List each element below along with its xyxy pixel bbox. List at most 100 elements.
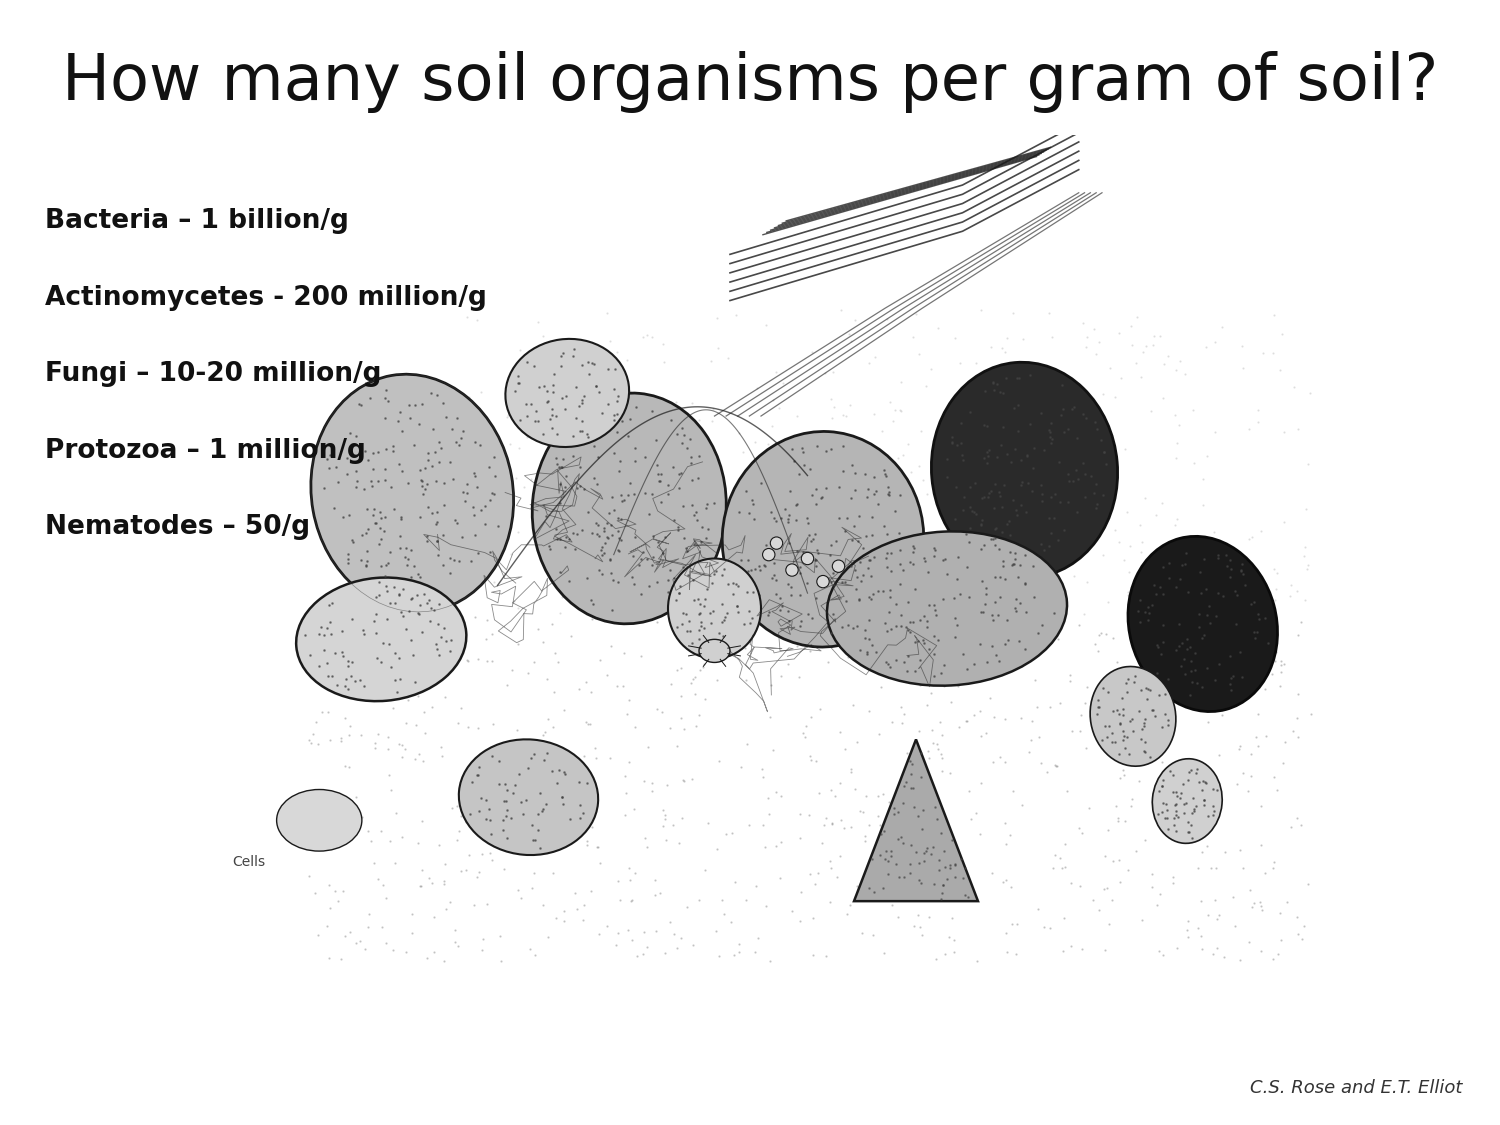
Point	[1180, 402, 1204, 420]
Point	[369, 822, 393, 840]
Point	[1203, 891, 1227, 909]
Point	[694, 500, 718, 518]
Point	[1138, 748, 1162, 766]
Point	[663, 620, 687, 638]
Point	[1186, 858, 1210, 876]
Point	[963, 354, 987, 372]
Point	[898, 752, 922, 770]
Point	[536, 669, 560, 687]
Point	[476, 652, 500, 670]
Point	[417, 591, 441, 609]
Point	[996, 631, 1020, 649]
Point	[316, 459, 340, 477]
Point	[514, 395, 538, 413]
Point	[1214, 546, 1237, 564]
Point	[855, 559, 879, 577]
Point	[470, 845, 494, 863]
Point	[1294, 560, 1318, 578]
Point	[1196, 837, 1219, 855]
Point	[768, 601, 792, 619]
Point	[1242, 623, 1266, 641]
Point	[423, 601, 447, 619]
Point	[777, 506, 801, 524]
Point	[926, 588, 950, 606]
Point	[1116, 564, 1140, 582]
Point	[669, 709, 693, 727]
Point	[1071, 605, 1095, 623]
Ellipse shape	[699, 639, 730, 663]
Point	[1263, 580, 1287, 598]
Point	[1208, 554, 1231, 572]
Point	[856, 630, 880, 648]
Point	[438, 893, 462, 911]
Point	[1126, 602, 1150, 620]
Point	[556, 530, 580, 548]
Point	[830, 573, 854, 591]
Point	[387, 649, 411, 667]
Point	[1208, 656, 1231, 674]
Point	[405, 586, 429, 604]
Point	[588, 560, 612, 578]
Point	[988, 747, 1012, 765]
Point	[448, 807, 472, 825]
Point	[1124, 353, 1148, 371]
Point	[894, 773, 918, 791]
Point	[776, 560, 800, 578]
Point	[606, 462, 630, 480]
Point	[856, 606, 880, 624]
Point	[561, 508, 585, 526]
Point	[996, 603, 1020, 621]
Point	[783, 507, 807, 525]
Point	[526, 412, 550, 430]
Point	[694, 495, 718, 513]
Point	[567, 681, 591, 699]
Point	[318, 446, 342, 463]
Point	[748, 477, 772, 495]
Point	[408, 568, 432, 586]
Point	[390, 462, 414, 480]
Point	[924, 669, 948, 687]
Point	[495, 829, 519, 847]
Point	[540, 615, 564, 633]
Point	[1020, 482, 1044, 500]
Point	[322, 645, 346, 663]
Text: Actinomycetes - 200 million/g: Actinomycetes - 200 million/g	[45, 285, 488, 310]
Point	[495, 408, 519, 426]
Point	[942, 943, 966, 961]
Point	[994, 871, 1018, 889]
Point	[700, 412, 724, 430]
Point	[920, 721, 944, 739]
Point	[839, 489, 862, 507]
Point	[374, 934, 398, 952]
Point	[1250, 901, 1274, 919]
Point	[1248, 836, 1272, 854]
Point	[687, 604, 711, 622]
Point	[333, 757, 357, 775]
Point	[1068, 878, 1092, 896]
Point	[657, 583, 681, 601]
Point	[801, 946, 825, 964]
Point	[1194, 659, 1218, 677]
Point	[1130, 543, 1154, 561]
Point	[910, 926, 934, 944]
Point	[879, 847, 903, 865]
Point	[993, 570, 1017, 588]
Point	[974, 585, 998, 603]
Point	[303, 884, 327, 902]
Point	[1246, 737, 1270, 755]
Point	[388, 507, 412, 525]
Point	[424, 503, 448, 521]
Point	[1221, 644, 1245, 662]
Point	[351, 630, 375, 648]
Point	[362, 460, 386, 478]
Point	[576, 766, 600, 784]
Point	[1158, 763, 1182, 781]
Point	[1184, 764, 1208, 782]
Point	[982, 568, 1006, 586]
Point	[756, 435, 780, 453]
Point	[760, 392, 784, 410]
Point	[990, 523, 1014, 541]
Point	[930, 727, 954, 745]
Point	[1011, 657, 1035, 675]
Point	[998, 512, 1022, 530]
